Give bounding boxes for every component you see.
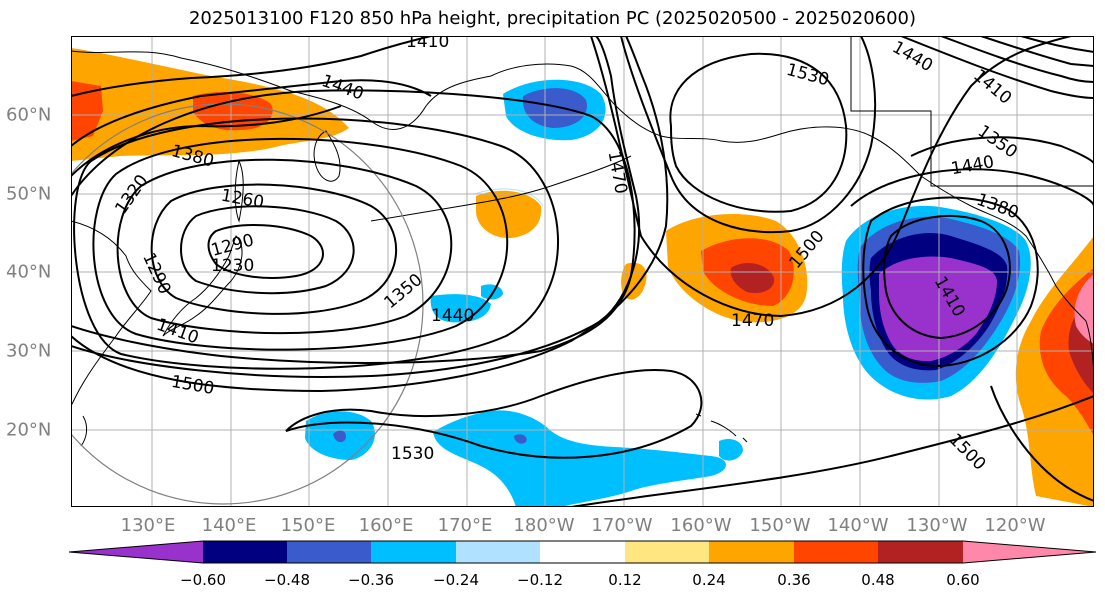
coast-alaska [490, 63, 972, 207]
contour-1500 [71, 36, 669, 393]
colorbar-segment [625, 541, 709, 563]
contour-1470-ne [590, 36, 1072, 318]
lon-label: 170°E [437, 515, 493, 536]
contour-west-1440 [71, 79, 432, 147]
lon-label: 130°W [906, 515, 968, 536]
contour-ring-2 [180, 205, 355, 295]
contour-label: 1410 [406, 36, 449, 52]
colorbar-extend-high [963, 541, 1096, 563]
contour-low-ne-2 [862, 196, 1039, 368]
contour-label: 1470 [731, 311, 774, 331]
lat-label: 50°N [6, 183, 52, 205]
colorbar-tick: 0.12 [608, 571, 642, 589]
coastlines [71, 36, 1094, 447]
contour-1380-ne [910, 136, 1094, 165]
contour-label: 1230 [211, 256, 254, 276]
coast-canada-arctic [850, 36, 1094, 187]
contour-1530-south [570, 395, 1094, 507]
contour-label: 1440 [431, 306, 474, 326]
contour-1440-west [71, 89, 636, 364]
contour-low-ne-1 [883, 215, 1011, 340]
map-title: 2025013100 F120 850 hPa height, precipit… [188, 8, 917, 29]
coast-bc [970, 205, 1087, 322]
contour-ring-6 [73, 117, 560, 370]
height-contours [71, 36, 1094, 507]
map-panel: 1410 1440 1530 1440 1410 1380 1350 1320 … [71, 36, 1094, 507]
contour-arctic-1 [900, 36, 1094, 99]
graticule [71, 36, 1094, 507]
colorbar-tick: −0.24 [433, 571, 479, 589]
colorbar-extend-low [69, 541, 203, 563]
precip-shading [71, 48, 1094, 507]
colorbar-tick: −0.36 [348, 571, 394, 589]
coast-sakhalin [234, 159, 244, 223]
contour-ring-5 [92, 137, 509, 351]
contour-arctic-2 [940, 36, 1094, 83]
colorbar-segment [540, 541, 625, 563]
coast-taiwan [80, 415, 88, 447]
contour-label: 1530 [391, 444, 434, 464]
contour-arctic-4 [1020, 36, 1094, 53]
lon-label: 120°W [984, 515, 1046, 536]
colorbar-segment [456, 541, 540, 563]
colorbar-segment [878, 541, 963, 563]
contour-ring-4 [116, 158, 453, 335]
coast-russia-east [71, 50, 492, 130]
colorbar-tick: 0.48 [861, 571, 895, 589]
colorbar-tick: 0.24 [692, 571, 726, 589]
colorbar-tick: −0.12 [517, 571, 563, 589]
colorbar-tick: 0.60 [946, 571, 980, 589]
lon-label: 170°W [591, 515, 653, 536]
lat-label: 20°N [6, 419, 52, 441]
colorbar-tick: −0.48 [264, 571, 310, 589]
lon-label: 160°W [670, 515, 732, 536]
contour-1440-ne [850, 168, 1094, 207]
contour-1530-north [669, 52, 848, 213]
coast-korea-china [71, 220, 152, 407]
lat-label: 60°N [6, 104, 52, 126]
colorbar-tick: 0.36 [777, 571, 811, 589]
lat-label: 40°N [6, 261, 52, 283]
lon-label: 160°E [358, 515, 414, 536]
contour-low-center [207, 223, 324, 279]
contour-west-top [71, 36, 432, 97]
contour-1500-east [990, 385, 1094, 502]
colorbar-segment [709, 541, 794, 563]
lon-label: 150°E [280, 515, 336, 536]
lon-label: 180°W [513, 515, 575, 536]
contour-ring-3 [150, 183, 398, 315]
colorbar [69, 540, 1097, 564]
coast-aleutians [370, 155, 632, 222]
colorbar-segment [794, 541, 878, 563]
lon-label: 140°E [201, 515, 257, 536]
lon-label: 140°W [827, 515, 889, 536]
lon-label: 130°E [120, 515, 176, 536]
colorbar-tick: −0.60 [180, 571, 226, 589]
contour-west-1380 [71, 105, 342, 177]
contour-1500-ne [620, 36, 877, 234]
colorbar-segment [203, 541, 287, 563]
coast-kamchatka [313, 130, 341, 182]
coast-japan [162, 235, 243, 337]
contour-1530 [285, 369, 703, 459]
colorbar-segment [371, 541, 456, 563]
colorbar-segment [287, 541, 371, 563]
lon-label: 150°W [749, 515, 811, 536]
precip-positive-central-pacific [476, 190, 542, 239]
contour-arctic-3 [980, 36, 1094, 67]
lat-label: 30°N [6, 340, 52, 362]
